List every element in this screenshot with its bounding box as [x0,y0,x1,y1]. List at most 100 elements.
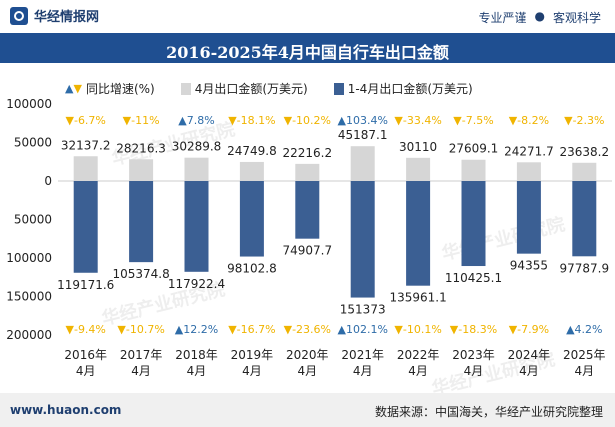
footer-website: www.huaon.com [10,403,122,417]
title-bar [0,33,615,63]
bar-monthly [350,146,375,181]
chart-plot: 100000 50000 0 50000 100000 150000 200000 32137… [6,97,612,378]
yoy-monthly-label: ▼-33.4% [394,114,441,127]
x-tick-label: 2016年 [64,348,107,362]
bar-cumulative [406,181,431,286]
brand-name: 华经情报网 [34,10,100,25]
bar-cumulative [461,181,486,267]
y-tick-label: 50000 [14,136,52,150]
tagline-left: 专业严谨 [478,11,527,25]
tagline: 专业严谨 ● 客观科学 [478,9,601,26]
data-label-cumulative: 135961.1 [389,291,446,305]
legend: ▲ ▼ 同比增速(%) 4月出口金额(万美元) 1-4月出口金额(万美元) [65,80,473,97]
yoy-monthly-label: ▼-7.5% [453,114,493,127]
x-tick-label: 2019年 [231,348,274,362]
x-tick-label: 2017年 [120,348,163,362]
chart-title: 2016-2025年4月中国自行车出口金额 [166,43,449,62]
x-tick-label: 4月 [408,364,428,378]
y-tick-label: 0 [44,174,52,188]
yoy-cumulative-label: ▼-16.7% [228,323,275,336]
bar-cumulative [350,181,375,298]
data-label-monthly: 27609.1 [449,142,499,156]
bar-monthly [406,157,431,181]
data-label-monthly: 45187.1 [338,128,388,142]
data-label-cumulative: 117922.4 [168,277,225,291]
y-tick-label: 100000 [6,251,52,265]
yoy-cumulative-label: ▼-7.9% [509,323,549,336]
footer-source: 数据来源：中国海关，华经产业研究院整理 [374,405,603,419]
x-tick-label: 2023年 [452,348,495,362]
y-tick-label: 200000 [6,328,52,342]
legend-cumulative: 1-4月出口金额(万美元) [333,80,473,97]
yoy-cumulative-label: ▲4.2% [566,323,602,336]
yoy-monthly-label: ▼-2.3% [564,114,604,127]
x-tick-label: 4月 [242,364,262,378]
yoy-cumulative-label: ▼-18.3% [450,323,497,336]
x-tick-label: 2024年 [508,348,551,362]
bar-monthly [516,162,541,181]
x-tick-label: 2018年 [175,348,218,362]
yoy-monthly-label: ▼-8.2% [509,114,549,127]
data-label-monthly: 30289.8 [172,140,222,154]
y-tick-label: 150000 [6,290,52,304]
bar-cumulative [184,181,209,272]
x-tick-label: 4月 [297,364,317,378]
bar-monthly [461,159,486,181]
x-tick-label: 4月 [464,364,484,378]
data-label-monthly: 30110 [399,140,437,154]
x-tick-label: 4月 [76,364,96,378]
data-label-cumulative: 110425.1 [445,271,502,285]
bar-cumulative [239,181,264,257]
legend-monthly-swatch [180,82,191,95]
bar-monthly [239,161,264,181]
x-tick-label: 4月 [519,364,539,378]
x-tick-label: 4月 [574,364,594,378]
x-tick-label: 4月 [187,364,207,378]
yoy-cumulative-label: ▲12.2% [175,323,218,336]
y-tick-label: 50000 [14,213,52,227]
x-tick-label: 2020年 [286,348,329,362]
data-label-monthly: 22216.2 [282,146,332,160]
yoy-monthly-label: ▲103.4% [337,114,387,127]
yoy-monthly-label: ▲7.8% [178,114,214,127]
brand-logo-icon [10,6,28,25]
data-label-monthly: 28216.3 [116,141,166,155]
yoy-cumulative-label: ▲102.1% [337,323,387,336]
yoy-cumulative-label: ▼-10.7% [117,323,164,336]
bar-cumulative [516,181,541,254]
bar-monthly [572,162,597,181]
x-tick-label: 4月 [131,364,151,378]
data-label-monthly: 24749.8 [227,144,277,158]
bar-monthly [73,156,98,181]
yoy-cumulative-label: ▼-9.4% [66,323,106,336]
bar-monthly [295,163,320,181]
bar-monthly [184,157,209,181]
bar-cumulative [572,181,597,257]
data-label-cumulative: 119171.6 [57,278,114,292]
data-label-cumulative: 98102.8 [227,262,277,276]
yoy-monthly-label: ▼-11% [123,114,160,127]
bar-cumulative [129,181,154,263]
legend-yoy-icon: ▲ ▼ [65,82,82,95]
x-tick-label: 2025年 [563,348,606,362]
data-label-monthly: 32137.2 [61,138,111,152]
yoy-cumulative-label: ▼-23.6% [284,323,331,336]
data-label-monthly: 24271.7 [504,144,554,158]
legend-monthly: 4月出口金额(万美元) [180,80,308,97]
bar-cumulative [73,181,98,273]
data-label-monthly: 23638.2 [559,145,609,159]
legend-cumulative-label: 1-4月出口金额(万美元) [347,82,473,96]
x-tick-label: 4月 [353,364,373,378]
legend-yoy: ▲ ▼ 同比增速(%) [65,80,155,97]
legend-monthly-label: 4月出口金额(万美元) [194,82,308,96]
yoy-monthly-label: ▼-6.7% [66,114,106,127]
tagline-right: 客观科学 [552,11,601,25]
x-tick-label: 2022年 [397,348,440,362]
y-tick-label: 100000 [6,97,52,111]
legend-yoy-label: 同比增速(%) [85,82,155,96]
legend-cumulative-swatch [333,82,344,95]
footer-bar [0,393,615,427]
data-label-cumulative: 151373 [340,303,386,317]
top-bar: 华经情报网 专业严谨 ● 客观科学 [0,0,615,33]
